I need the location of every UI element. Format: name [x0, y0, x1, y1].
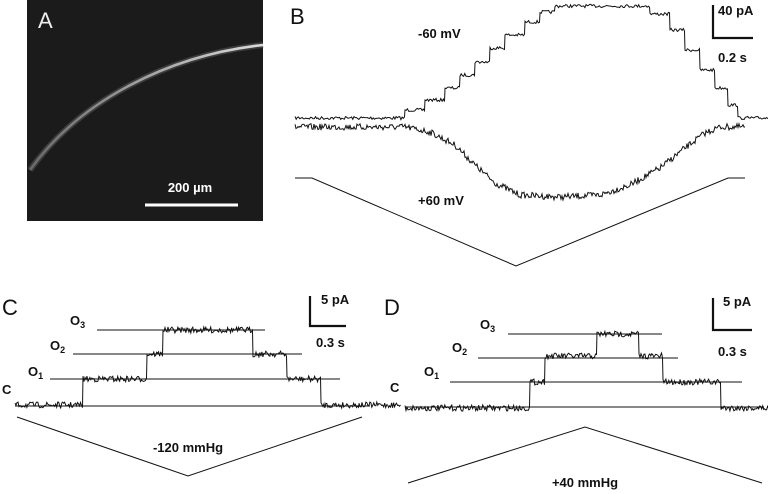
- trace-plus60: [294, 122, 745, 202]
- level-label-c-closed: C: [2, 382, 12, 397]
- level-label-c-o1: O1: [28, 364, 43, 381]
- fiber: [28, 43, 264, 171]
- panel-label-d: D: [384, 295, 400, 320]
- panel-c: C C O1 O2 O3 5 pA 0.3 s -120 mmHg: [2, 292, 401, 477]
- scale-y-d: 5 pA: [723, 294, 752, 309]
- scale-x-c: 0.3 s: [316, 335, 345, 350]
- level-label-c-o2: O2: [50, 338, 65, 355]
- stimulus-b: [295, 177, 745, 267]
- scale-x-d: 0.3 s: [718, 344, 747, 359]
- panel-a: A 200 µm: [27, 0, 264, 221]
- label-minus60: -60 mV: [418, 26, 461, 41]
- level-label-c-o3: O3: [70, 313, 85, 330]
- pressure-label-c: -120 mmHg: [153, 440, 223, 455]
- panel-b: B -60 mV +60 mV 40 pA 0.2 s: [290, 3, 768, 267]
- scale-bar-label-a: 200 µm: [168, 180, 212, 195]
- scale-x-b: 0.2 s: [718, 50, 747, 65]
- panel-d: D C O1 O2 O3 5 pA 0.3 s +40 mmHg: [384, 294, 768, 490]
- trace-minus60: [294, 3, 768, 121]
- stimulus-d: [407, 426, 763, 484]
- level-label-d-o2: O2: [452, 340, 467, 357]
- scale-y-b: 40 pA: [718, 3, 754, 18]
- level-label-d-closed: C: [390, 380, 400, 395]
- panel-label-a: A: [38, 8, 53, 33]
- trace-d: [404, 329, 768, 413]
- stimulus-c: [16, 416, 363, 477]
- pressure-label-d: +40 mmHg: [552, 475, 618, 490]
- scale-y-c: 5 pA: [321, 292, 350, 307]
- scale-bar-c: [308, 296, 346, 328]
- trace-c: [14, 325, 401, 410]
- scale-bar-b: [711, 5, 753, 40]
- level-label-d-o3: O3: [480, 317, 495, 334]
- micrograph-image: [27, 0, 263, 221]
- label-plus60: +60 mV: [418, 193, 464, 208]
- panel-label-b: B: [290, 4, 305, 29]
- level-label-d-o1: O1: [424, 364, 439, 381]
- panel-label-c: C: [2, 295, 18, 320]
- scale-bar-d: [711, 298, 752, 332]
